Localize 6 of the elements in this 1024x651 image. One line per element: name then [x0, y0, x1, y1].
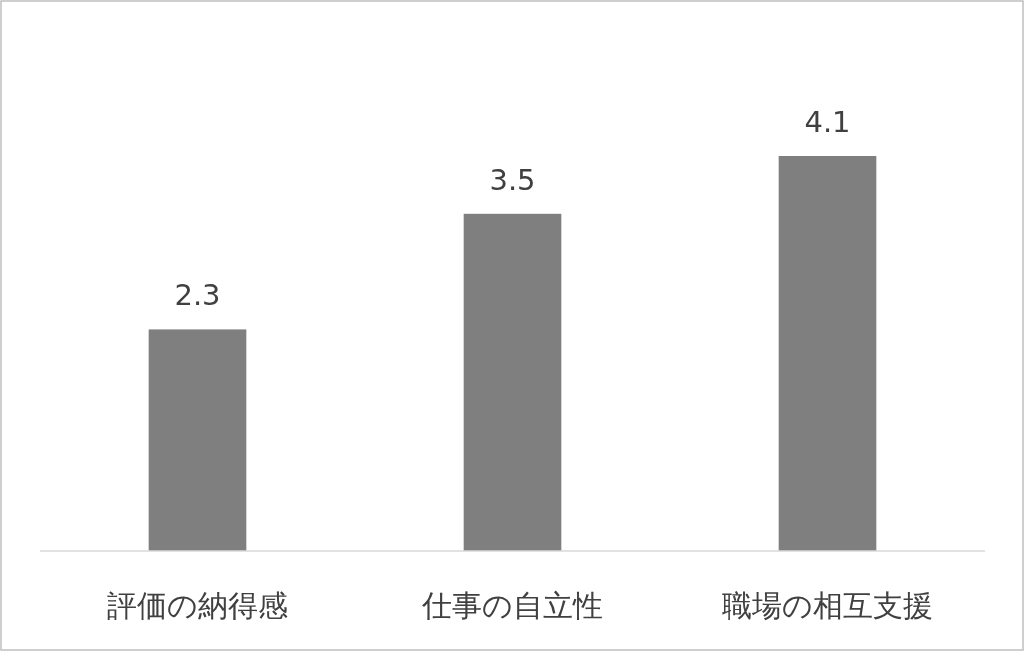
data-label: 3.5 — [489, 162, 536, 197]
x-tick-label: 評価の納得感 — [107, 588, 288, 623]
x-tick-label: 職場の相互支援 — [722, 588, 933, 623]
data-label: 4.1 — [804, 105, 851, 139]
x-tick-label: 仕事の自立性 — [421, 588, 603, 623]
data-label: 2.3 — [174, 278, 221, 313]
